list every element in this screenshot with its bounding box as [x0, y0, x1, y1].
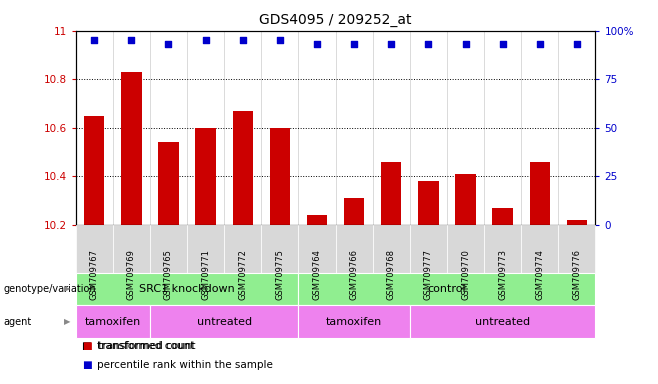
Bar — [195, 128, 216, 225]
Bar — [121, 72, 141, 225]
Text: GSM709774: GSM709774 — [536, 249, 544, 300]
Text: ■  transformed count: ■ transformed count — [82, 341, 195, 351]
Text: tamoxifen: tamoxifen — [85, 316, 141, 327]
Text: GSM709776: GSM709776 — [572, 249, 582, 300]
Text: GSM709766: GSM709766 — [349, 249, 359, 300]
Text: GSM709764: GSM709764 — [313, 249, 322, 300]
Text: genotype/variation: genotype/variation — [3, 284, 96, 294]
Bar — [232, 111, 253, 225]
Text: GSM709769: GSM709769 — [127, 249, 136, 300]
Point — [274, 37, 285, 43]
Point — [572, 41, 582, 47]
Text: tamoxifen: tamoxifen — [326, 316, 382, 327]
Bar — [455, 174, 476, 225]
Point — [461, 41, 471, 47]
Bar — [492, 208, 513, 225]
Point — [534, 41, 545, 47]
Text: ■: ■ — [82, 360, 92, 370]
Text: GSM709771: GSM709771 — [201, 249, 210, 300]
Text: agent: agent — [3, 316, 32, 327]
Point — [423, 41, 434, 47]
Text: GSM709777: GSM709777 — [424, 249, 433, 300]
Point — [89, 37, 99, 43]
Text: ▶: ▶ — [64, 317, 70, 326]
Point — [163, 41, 174, 47]
Point — [386, 41, 397, 47]
Bar — [567, 220, 587, 225]
Bar — [530, 162, 550, 225]
Title: GDS4095 / 209252_at: GDS4095 / 209252_at — [259, 13, 412, 27]
Text: GSM709770: GSM709770 — [461, 249, 470, 300]
Text: control: control — [428, 284, 467, 294]
Text: untreated: untreated — [197, 316, 252, 327]
Point — [126, 37, 137, 43]
Bar — [381, 162, 401, 225]
Point — [200, 37, 211, 43]
Point — [497, 41, 508, 47]
Point — [238, 37, 248, 43]
Text: ▶: ▶ — [64, 285, 70, 293]
Bar — [84, 116, 105, 225]
Text: GSM709775: GSM709775 — [276, 249, 284, 300]
Bar — [307, 215, 327, 225]
Text: untreated: untreated — [475, 316, 530, 327]
Point — [349, 41, 359, 47]
Text: SRC1 knockdown: SRC1 knockdown — [139, 284, 235, 294]
Bar — [270, 128, 290, 225]
Point — [312, 41, 322, 47]
Text: percentile rank within the sample: percentile rank within the sample — [97, 360, 272, 370]
Text: GSM709773: GSM709773 — [498, 249, 507, 300]
Text: ■: ■ — [82, 341, 92, 351]
Bar — [418, 181, 439, 225]
Text: GSM709768: GSM709768 — [387, 249, 395, 300]
Text: GSM709767: GSM709767 — [89, 249, 99, 300]
Text: GSM709772: GSM709772 — [238, 249, 247, 300]
Text: GSM709765: GSM709765 — [164, 249, 173, 300]
Text: transformed count: transformed count — [97, 341, 194, 351]
Bar — [159, 142, 179, 225]
Bar — [344, 198, 365, 225]
